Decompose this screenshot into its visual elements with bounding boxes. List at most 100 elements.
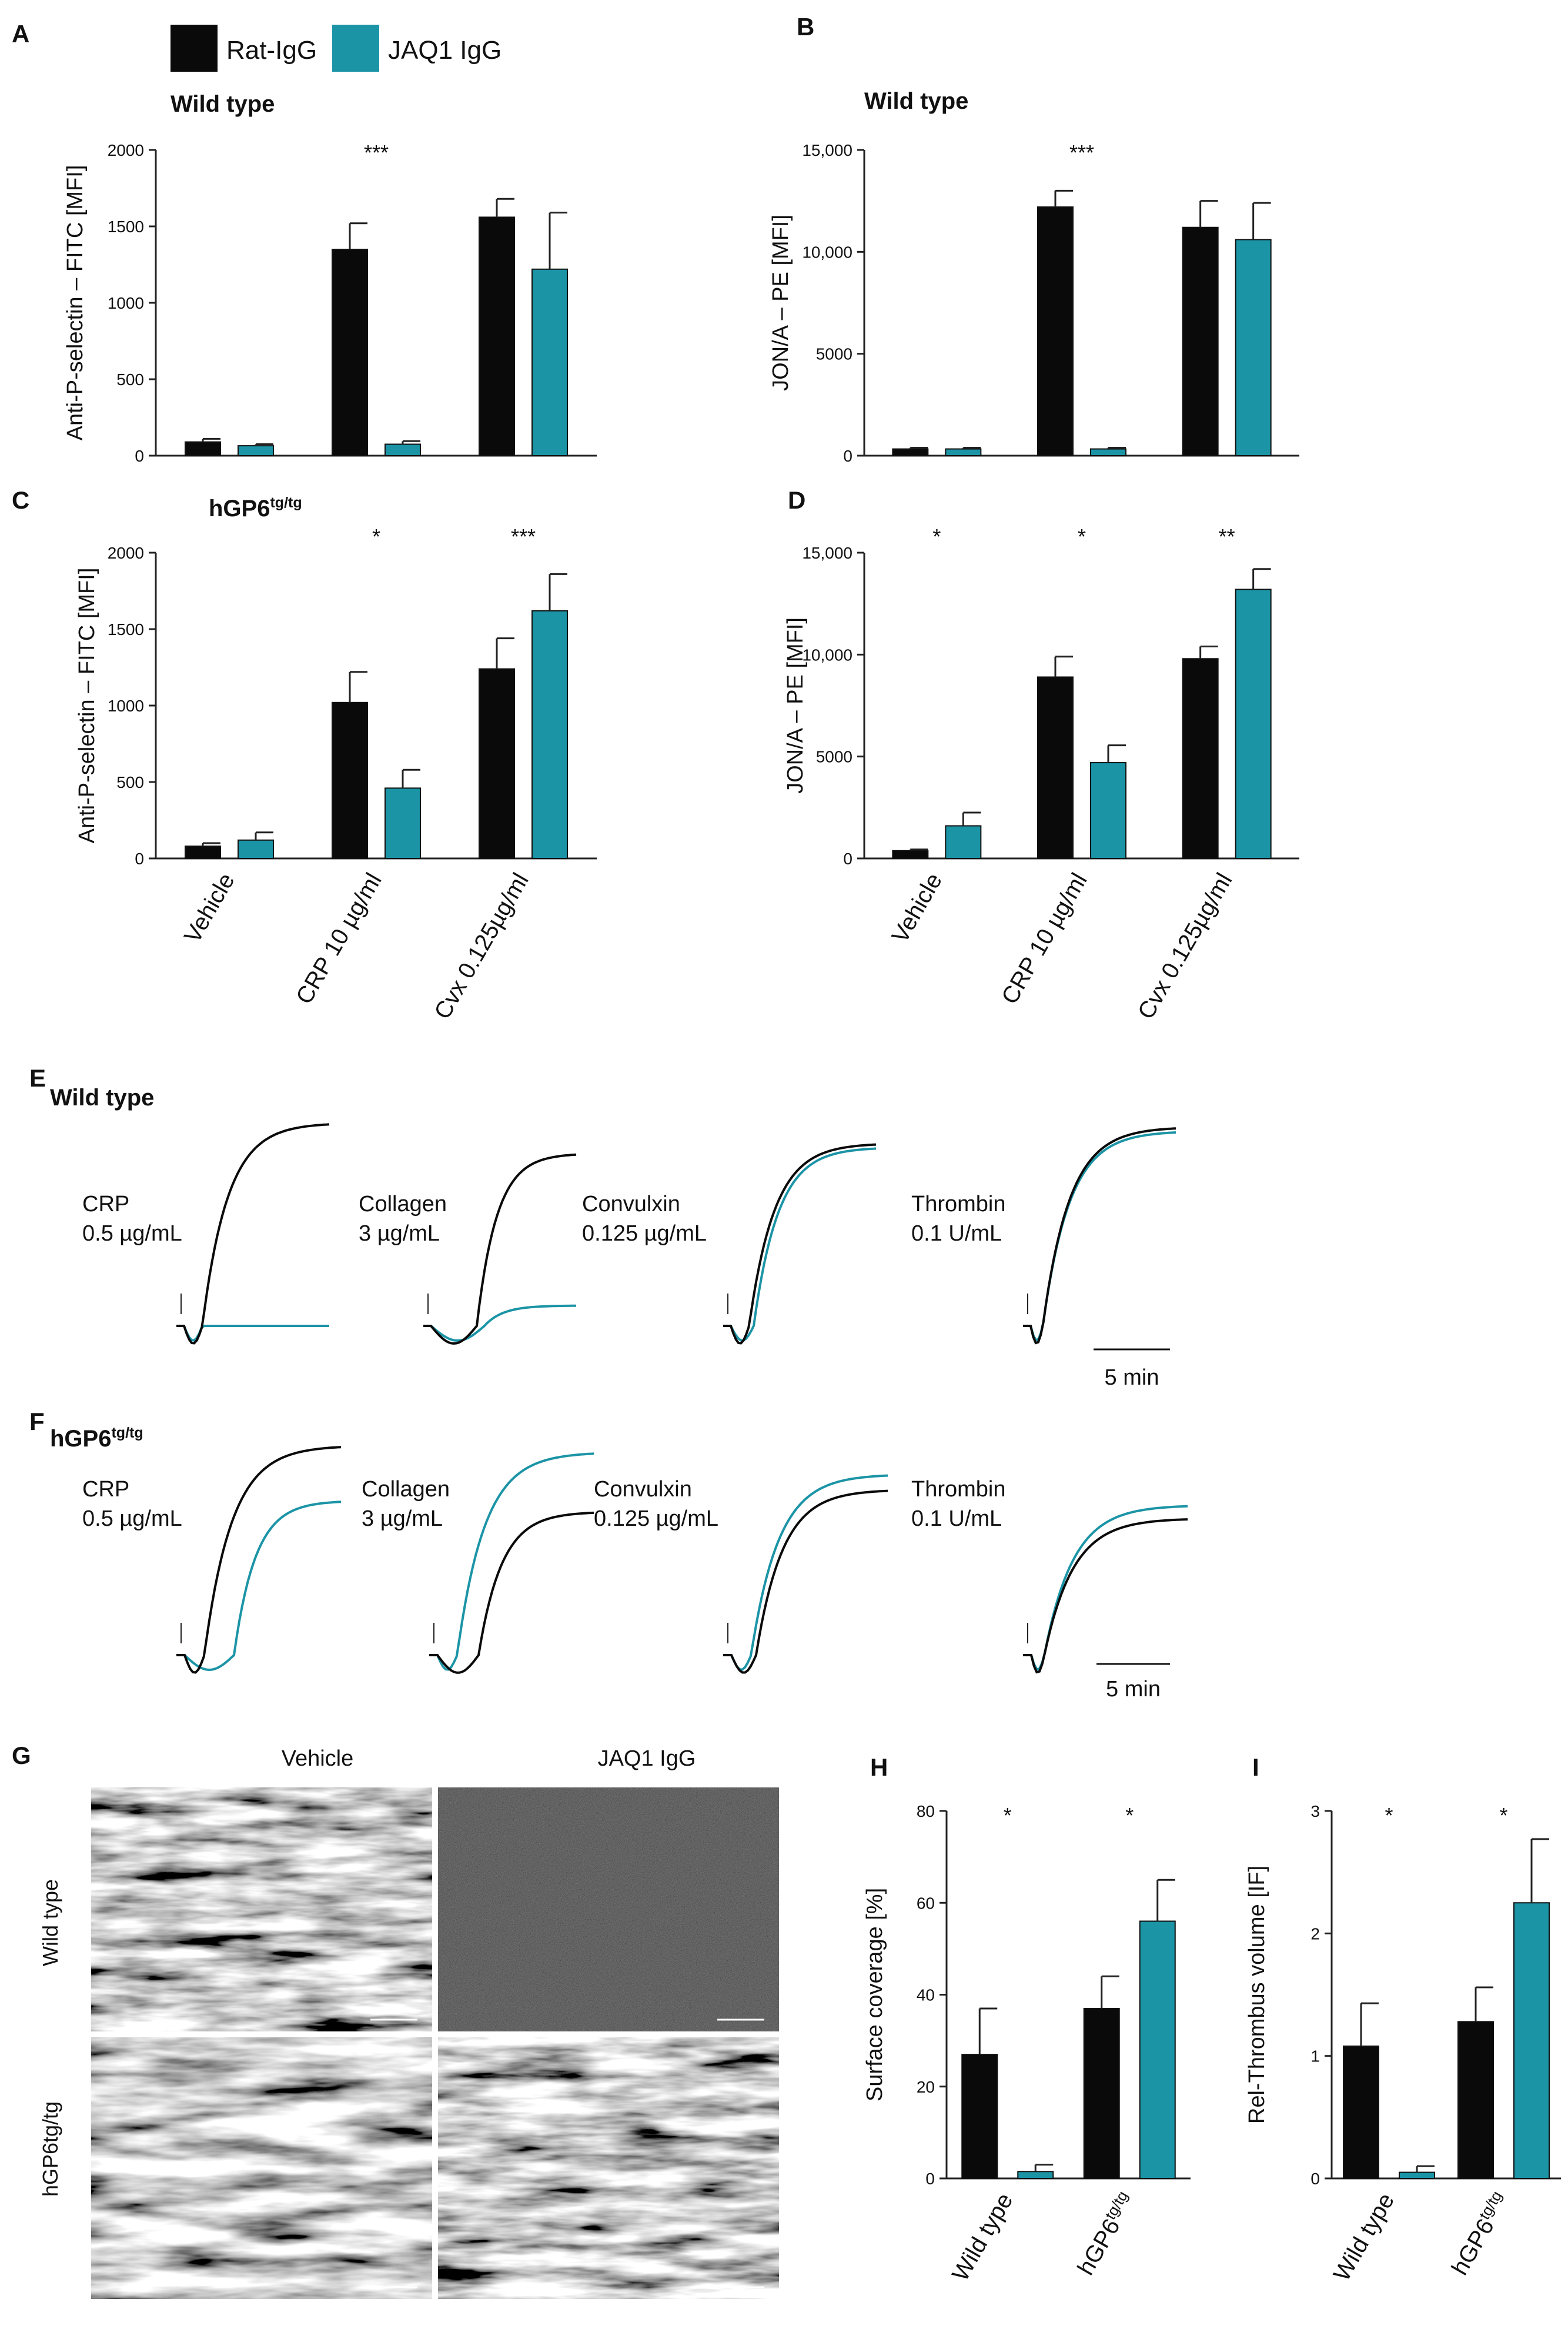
bar-rat-igg (1182, 226, 1219, 456)
trace-jaq1-igg (176, 1500, 342, 1672)
agonist-name: Thrombin (911, 1192, 1006, 1217)
bar-rat-igg (1083, 2007, 1120, 2179)
y-tick-label: 60 (917, 1894, 935, 1912)
micrograph-column-jaq1: JAQ1 IgG (598, 1746, 696, 1771)
y-tick-label: 1500 (108, 620, 144, 639)
agonist-dose: 0.125 µg/mL (582, 1221, 707, 1246)
legend: Rat-IgG JAQ1 IgG (170, 25, 502, 72)
y-tick-label: 500 (116, 370, 144, 389)
y-tick-label: 1000 (108, 294, 144, 312)
agonist-dose: 0.5 µg/mL (82, 1506, 182, 1531)
agonist-name: Convulxin (594, 1477, 692, 1502)
bar-jaq1-igg (238, 839, 274, 860)
x-tick-label: CRP 10 µg/ml (291, 869, 387, 1009)
trace-rat-igg (1023, 1518, 1188, 1674)
panel-letter-g: G (12, 1742, 31, 1769)
bar-rat-igg (185, 845, 221, 859)
y-tick-label: 2000 (108, 544, 144, 562)
y-tick-label: 0 (1310, 2170, 1320, 2188)
x-tick-label: Cvx 0.125µg/ml (429, 869, 533, 1024)
micrograph-row-hgp6: hGP6tg/tg (38, 2101, 62, 2197)
panel-letter-f: F (29, 1408, 45, 1435)
y-tick-label: 2 (1310, 1924, 1320, 1943)
agonist-name: CRP (82, 1192, 129, 1217)
y-tick-label: 1500 (108, 218, 144, 236)
y-tick-label: 40 (917, 1986, 935, 2004)
panel-letter-i: I (1252, 1753, 1259, 1781)
y-tick-label: 0 (843, 447, 852, 465)
panel-letter-b: B (797, 13, 814, 41)
trace-rat-igg (429, 1511, 594, 1674)
y-tick-label: 10,000 (802, 243, 852, 261)
trace-jaq1-igg (723, 1474, 888, 1671)
bar-jaq1-igg (1090, 762, 1126, 859)
bar-rat-igg (1457, 2021, 1494, 2179)
x-tick-label: CRP 10 µg/ml (997, 869, 1092, 1009)
y-axis-label: JON/A – PE [MFI] (768, 215, 793, 391)
trace-rat-igg (723, 1143, 877, 1345)
trace-rat-igg (176, 1123, 330, 1345)
x-tick-label: Vehicle (179, 869, 240, 948)
y-tick-label: 3 (1310, 1802, 1320, 1820)
y-axis-label: Surface coverage [%] (862, 1888, 887, 2101)
panel-letter-d: D (788, 486, 805, 514)
panel-letter-e: E (29, 1064, 46, 1092)
agonist-dose: 0.5 µg/mL (82, 1221, 182, 1246)
bar-jaq1-igg (945, 825, 982, 859)
aggregation-traces-e: Wild type CRP 0.5 µg/mL Collagen 3 µg/mL Conv… (50, 1085, 1176, 1390)
micrograph-row-wild-type: Wild type (38, 1879, 62, 1966)
chart-subtitle: Wild type (170, 91, 275, 117)
bar-rat-igg (332, 701, 368, 860)
time-scale-label: 5 min (1105, 1365, 1159, 1390)
y-tick-label: 0 (925, 2170, 935, 2188)
y-axis-label: Anti-P-selectin – FITC [MFI] (75, 568, 99, 844)
x-tick-label: Wild type (1329, 2189, 1399, 2285)
significance-label: * (932, 524, 941, 549)
bar-jaq1-igg (1017, 2171, 1054, 2179)
bar-rat-igg (185, 441, 221, 456)
y-tick-label: 80 (917, 1802, 935, 1820)
micrograph-wildtype-jaq1 (438, 1787, 779, 2031)
bar-rat-igg (961, 2054, 998, 2179)
micrograph-wildtype-vehicle (91, 1787, 432, 2031)
bar-jaq1-igg (1235, 239, 1272, 456)
bar-jaq1-igg (531, 268, 568, 456)
bar-jaq1-igg (531, 610, 568, 860)
y-tick-label: 5000 (816, 345, 852, 363)
y-tick-label: 500 (116, 773, 144, 791)
bar-rat-igg (479, 668, 515, 859)
agonist-name: Thrombin (911, 1477, 1006, 1502)
agonist-dose: 0.1 U/mL (911, 1506, 1002, 1531)
chart-subtitle: hGP6tg/tg (209, 494, 302, 522)
bar-jaq1-igg (1235, 589, 1272, 860)
legend-label-jaq1-igg: JAQ1 IgG (388, 36, 502, 65)
significance-label: * (1125, 1803, 1134, 1827)
y-axis-label: Rel-Thrombus volume [IF] (1245, 1866, 1269, 2124)
bar-rat-igg (1343, 2046, 1379, 2179)
bar-rat-igg (479, 216, 515, 456)
x-tick-label: Cvx 0.125µg/ml (1133, 869, 1237, 1024)
y-tick-label: 0 (135, 447, 144, 465)
agonist-dose: 0.1 U/mL (911, 1221, 1002, 1246)
chart-subtitle: Wild type (864, 88, 968, 114)
bar-chart-c: 0 500 1000 1500 2000 Anti-P-selectin – FITC [… (75, 494, 597, 1024)
trace-jaq1-igg (429, 1452, 594, 1671)
y-tick-label: 10,000 (802, 646, 852, 664)
y-tick-label: 15,000 (802, 544, 852, 562)
agonist-dose: 3 µg/mL (359, 1221, 440, 1246)
bar-chart-b: 0 5000 10,000 15,000 JON/A – PE [MFI] Wild ty… (768, 88, 1299, 465)
significance-label: *** (364, 141, 389, 165)
y-tick-label: 15,000 (802, 141, 852, 159)
traces-subtitle: hGP6tg/tg (50, 1425, 143, 1452)
panel-letter-h: H (870, 1753, 888, 1781)
bar-jaq1-igg (1090, 448, 1126, 456)
legend-swatch-rat-igg (170, 25, 218, 72)
trace-jaq1-igg (723, 1147, 877, 1342)
significance-label: *** (511, 524, 536, 549)
y-tick-label: 20 (917, 2078, 935, 2096)
traces-subtitle: Wild type (50, 1085, 154, 1111)
bar-jaq1-igg (1513, 1902, 1550, 2179)
significance-label: * (372, 524, 380, 549)
bar-chart-a: 0 500 1000 1500 2000 Anti-P-selectin – FITC [… (63, 91, 597, 465)
